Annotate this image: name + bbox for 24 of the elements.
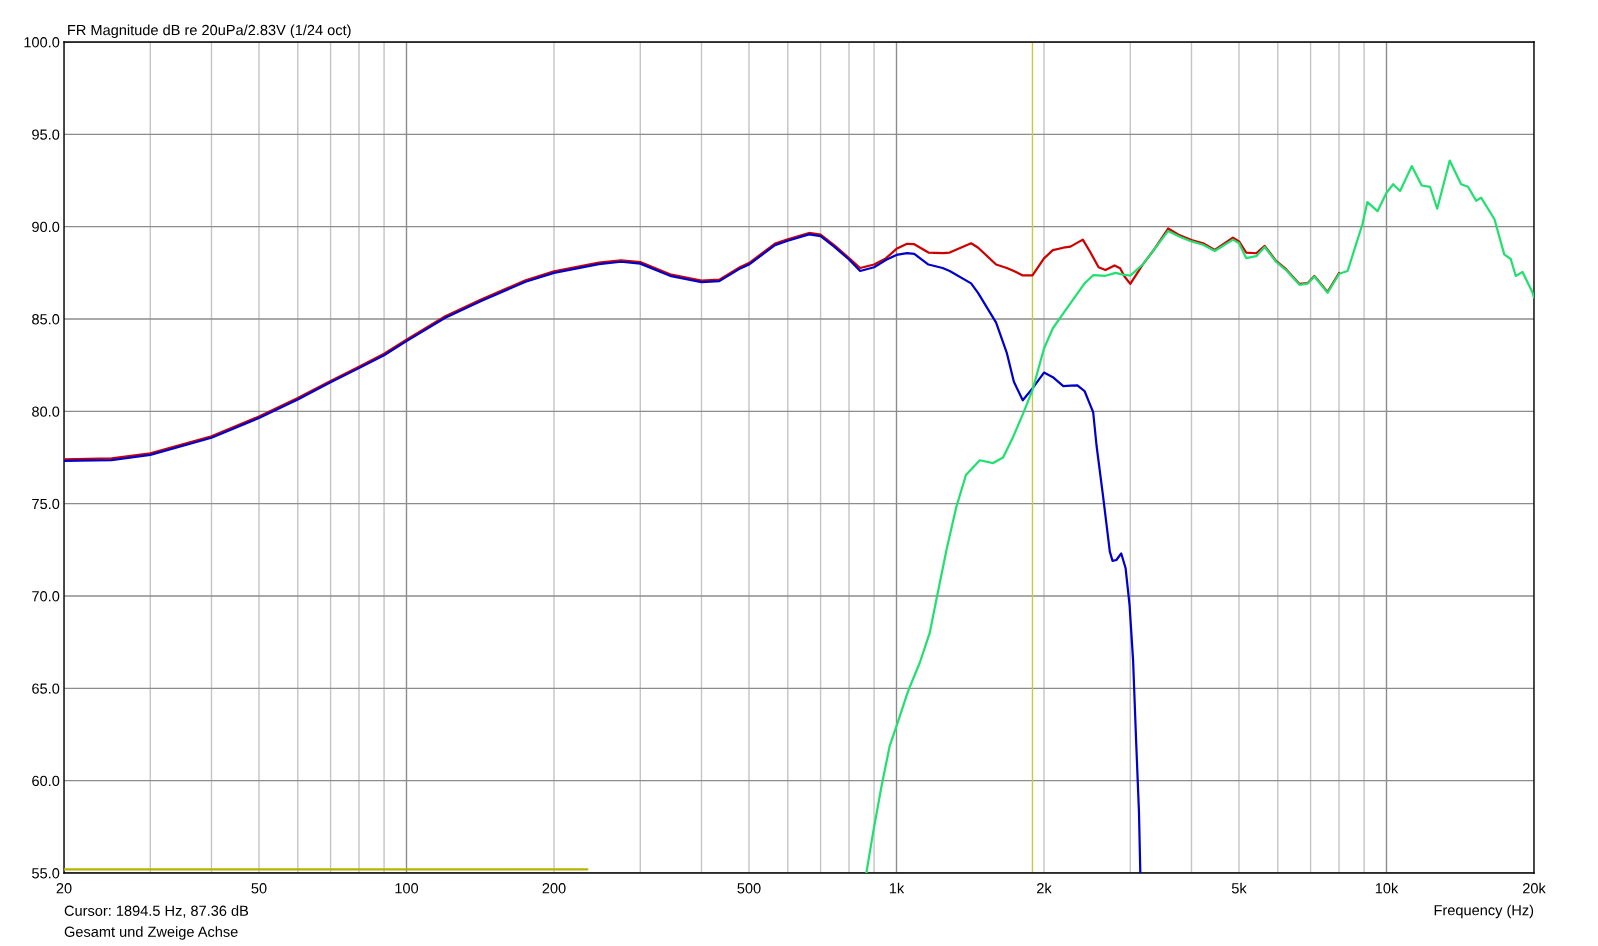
y-tick-label: 100.0 [24, 37, 60, 48]
text: Gesamt und Zweige Achse [64, 926, 238, 940]
x-tick-label: 20 [56, 883, 72, 894]
y-tick-label: 80.0 [32, 406, 60, 417]
y-tick-label: 95.0 [32, 129, 60, 140]
x-tick-label: 5k [1231, 882, 1247, 894]
x-tick-label: 20k [1522, 882, 1546, 894]
x-axis-title: Frequency (Hz) [1434, 904, 1534, 919]
chart-title: FR Magnitude dB re 20uPa/2.83V (1/24 oct) [68, 24, 351, 39]
y-tick-label: 55.0 [32, 868, 60, 879]
x-tick-label: 10k [1375, 882, 1399, 894]
y-tick-label: 65.0 [32, 683, 60, 694]
x-tick-label: 100 [395, 883, 419, 894]
x-tick-label: 1k [889, 882, 905, 894]
y-tick-label: 60.0 [32, 775, 60, 787]
y-tick-label: 85.0 [32, 314, 60, 325]
y-tick-label: 70.0 [32, 591, 60, 602]
x-tick-label: 2k [1037, 882, 1052, 894]
y-tick-label: 90.0 [32, 221, 60, 233]
x-tick-label: 200 [542, 883, 566, 894]
text: Cursor: 1894.5 Hz, 87.36 dB [64, 905, 249, 918]
y-tick-label: 75.0 [32, 498, 60, 510]
x-tick-label: 500 [737, 883, 761, 894]
x-tick-label: 50 [251, 883, 267, 894]
